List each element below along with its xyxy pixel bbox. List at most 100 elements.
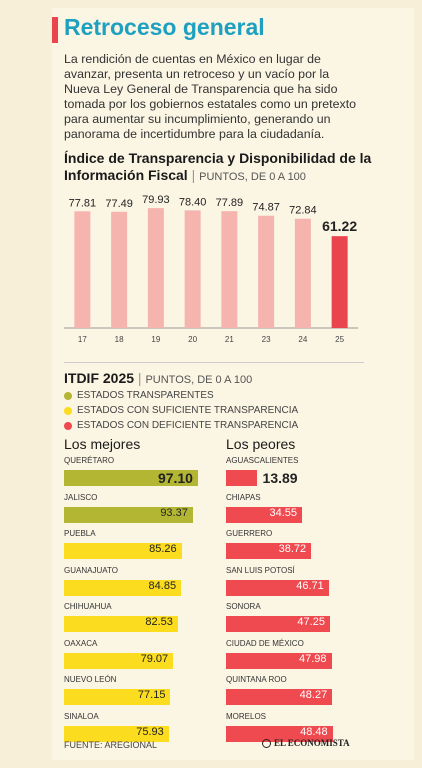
bar-19	[147, 208, 164, 328]
legend-label: ESTADOS CON SUFICIENTE TRANSPARENCIA	[77, 405, 299, 416]
state-name: SINALOA	[64, 711, 99, 721]
ranking-row: CIUDAD DE MÉXICO 47.98	[226, 639, 422, 675]
infographic-panel	[52, 8, 414, 760]
ranking-bar	[226, 616, 330, 632]
bar-20	[184, 210, 201, 328]
legend-label: ESTADOS CON DEFICIENTE TRANSPARENCIA	[77, 420, 299, 431]
state-name: CIUDAD DE MÉXICO	[226, 638, 304, 648]
bar-value-label: 61.22	[322, 218, 357, 234]
bar-value-label: 77.49	[105, 198, 133, 210]
legend-dot-icon	[64, 391, 72, 400]
bar-23	[258, 215, 275, 328]
x-tick-label: 21	[225, 335, 234, 344]
ranking-value: 85.26	[149, 543, 177, 555]
intro-text: La rendición de cuentas en México en lug…	[64, 52, 357, 141]
bar-value-label: 72.84	[289, 205, 317, 217]
page-title: Retroceso general	[64, 14, 265, 40]
ranking-bar	[226, 579, 329, 596]
ranking-bar	[64, 616, 178, 632]
x-tick-label: 18	[115, 335, 124, 344]
chart1-title-separator: |	[191, 167, 200, 183]
ranking-row: GUANAJUATO 84.85	[64, 566, 262, 602]
state-name: JALISCO	[64, 492, 98, 502]
ranking-value: 48.27	[299, 689, 328, 701]
bar-24	[294, 218, 311, 328]
ranking-value: 48.48	[300, 725, 328, 738]
ranking-row: GUERRERO 38.72	[226, 529, 422, 565]
state-name: NUEVO LEÓN	[64, 675, 117, 684]
bar-value-label: 77.89	[216, 197, 244, 209]
state-name: SONORA	[226, 602, 261, 611]
ranking-row: SINALOA 75.93	[64, 712, 262, 748]
itdif-title: ITDIF 2025	[64, 370, 135, 386]
ranking-value: 97.10	[157, 470, 193, 486]
ranking-row: QUINTANA ROO 48.27	[226, 675, 422, 711]
x-tick-label: 17	[78, 335, 87, 344]
ranking-bar	[64, 579, 182, 596]
ranking-bar	[64, 725, 169, 742]
chart1-subtitle: PUNTOS, DE 0 A 100	[199, 171, 306, 183]
ranking-row: OAXACA 79.07	[64, 639, 262, 675]
legend-item-transparent: ESTADOS TRANSPARENTES	[64, 388, 298, 403]
bar-17	[74, 211, 91, 328]
publisher-logo: EL ECONOMISTA	[262, 738, 350, 748]
x-tick-label: 20	[188, 335, 197, 344]
ranking-bar	[226, 470, 257, 486]
ranking-bar	[64, 689, 171, 705]
ranking-value: 47.98	[299, 652, 327, 665]
ranking-value: 79.07	[140, 652, 169, 665]
ranking-bar	[226, 725, 333, 742]
itdif-title-separator: |	[137, 370, 146, 386]
bar-21	[221, 211, 238, 328]
ranking-row: PUEBLA 85.26	[64, 529, 262, 565]
state-name: CHIHUAHUA	[64, 602, 112, 611]
ranking-value: 46.71	[296, 579, 324, 592]
section-divider	[64, 362, 364, 363]
state-name: SAN LUIS POTOSÍ	[226, 565, 295, 575]
chart1-title-block: Índice de Transparencia y Disponibilidad…	[64, 150, 384, 184]
logo-mark-icon	[262, 738, 271, 748]
legend-dot-icon	[64, 406, 72, 415]
bar-18	[111, 211, 128, 328]
ranking-row: NUEVO LEÓN 77.15	[64, 675, 262, 711]
ranking-row: MORELOS 48.48	[226, 712, 422, 748]
state-name: QUERÉTARO	[64, 456, 115, 465]
legend-dot-icon	[64, 421, 72, 430]
source-note: FUENTE: AREGIONAL	[64, 740, 158, 750]
historical-bar-chart: 77.81 17 77.49 18 79.93 19 78.40 20 77.89 21 74.87…	[64, 194, 358, 344]
ranking-value: 82.53	[145, 616, 173, 628]
legend-label: ESTADOS TRANSPARENTES	[77, 390, 214, 401]
state-name: GUANAJUATO	[64, 565, 118, 575]
state-name: CHIAPAS	[226, 492, 261, 502]
x-tick-label: 19	[151, 335, 160, 344]
ranking-bar	[226, 652, 332, 669]
ranking-value: 13.89	[262, 470, 298, 486]
bar-value-label: 79.93	[142, 194, 170, 206]
ranking-value: 84.85	[148, 579, 177, 592]
state-name: GUERRERO	[226, 529, 273, 538]
bar-value-label: 77.81	[69, 197, 97, 209]
ranking-row: SONORA 47.25	[226, 602, 422, 638]
x-tick-label: 23	[262, 335, 271, 344]
state-name: OAXACA	[64, 638, 98, 648]
ranking-value: 77.15	[137, 689, 166, 701]
ranking-bar	[64, 506, 193, 523]
ranking-row: JALISCO 93.37	[64, 493, 262, 529]
worst-heading: Los peores	[226, 436, 296, 452]
itdif-subtitle: PUNTOS, DE 0 A 100	[145, 374, 253, 386]
chart1-title: Índice de Transparencia y Disponibilidad…	[64, 150, 372, 183]
ranking-bar	[64, 470, 198, 486]
best-heading: Los mejores	[64, 436, 141, 452]
ranking-value: 38.72	[278, 543, 307, 555]
legend: ESTADOS TRANSPARENTES ESTADOS CON SUFICI…	[64, 388, 298, 433]
bar-value-label: 78.40	[179, 196, 207, 208]
state-name: MORELOS	[226, 711, 267, 721]
ranking-bar	[64, 543, 182, 559]
ranking-row: CHIAPAS 34.55	[226, 493, 422, 529]
itdif-title-block: ITDIF 2025 | PUNTOS, DE 0 A 100	[64, 370, 252, 386]
ranking-row: SAN LUIS POTOSÍ 46.71	[226, 566, 422, 602]
title-accent-bar	[52, 17, 58, 43]
ranking-value: 47.25	[297, 616, 325, 628]
state-name: AGUASCALIENTES	[226, 456, 299, 465]
ranking-row: AGUASCALIENTES 13.89	[226, 456, 422, 492]
